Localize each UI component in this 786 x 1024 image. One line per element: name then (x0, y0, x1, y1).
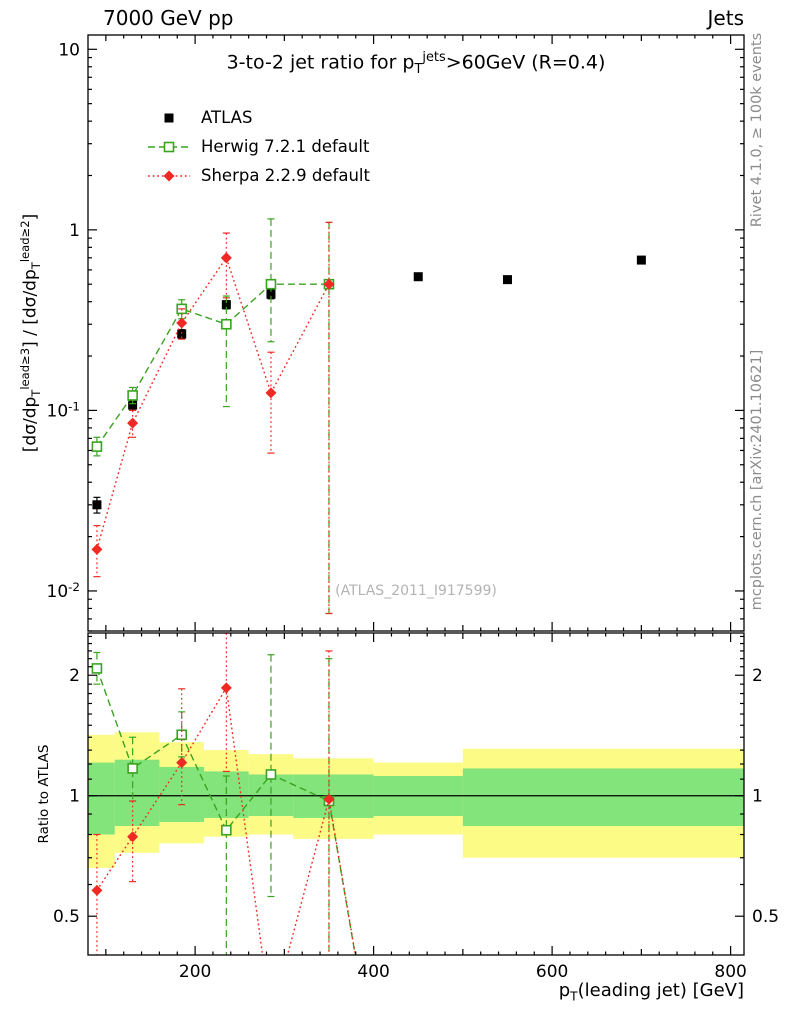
legend-label-herwig: Herwig 7.2.1 default (201, 137, 370, 156)
sherpa-marker-icon (148, 170, 190, 181)
ratio-y-axis-label: Ratio to ATLAS (36, 744, 52, 844)
x-axis-label: pT(leading jet) [GeV] (558, 980, 744, 1004)
legend-item-atlas: ATLAS (146, 103, 370, 132)
atlas-marker-icon (164, 113, 174, 122)
process-label: Jets (707, 6, 744, 30)
beam-energy-label: 7000 GeV pp (103, 6, 234, 30)
svg-text:2: 2 (752, 666, 763, 686)
plot-title: 3-to-2 jet ratio for pTjets>60GeV (R=0.4… (226, 50, 606, 78)
tick-marks (88, 35, 744, 955)
svg-text:400: 400 (357, 962, 389, 982)
herwig-marker-icon (148, 141, 190, 152)
series-atlas (92, 255, 646, 514)
svg-text:1: 1 (69, 221, 80, 241)
y-axis-label: [dσ/dpTlead≥3] / [dσ/dpTlead≥2] (18, 213, 44, 453)
series-herwig (91, 218, 335, 615)
svg-text:0.5: 0.5 (53, 907, 80, 927)
analysis-id-watermark: (ATLAS_2011_I917599) (335, 583, 497, 599)
svg-text:600: 600 (536, 962, 568, 982)
legend-label-sherpa: Sherpa 2.2.9 default (201, 166, 370, 185)
mcplots-credit-label: mcplots.cern.ch [arXiv:2401.10621] (749, 349, 765, 611)
legend: ATLAS Herwig 7.2.1 default Sherpa 2.2.9 … (146, 103, 370, 190)
legend-item-herwig: Herwig 7.2.1 default (146, 132, 370, 161)
svg-text:2: 2 (69, 666, 80, 686)
axes (87, 34, 745, 956)
legend-item-sherpa: Sherpa 2.2.9 default (146, 161, 370, 190)
svg-text:1: 1 (752, 787, 763, 807)
svg-text:10-2​: 10-2​ (47, 580, 81, 602)
svg-text:200: 200 (179, 962, 211, 982)
svg-text:10-1​: 10-1​ (47, 399, 81, 421)
svg-text:1: 1 (69, 787, 80, 807)
svg-text:800: 800 (714, 962, 746, 982)
rivet-version-label: Rivet 4.1.0, ≥ 100k events (749, 32, 765, 228)
series-sherpa (91, 633, 357, 955)
svg-text:10: 10 (58, 40, 80, 60)
uncertainty-bands (88, 732, 744, 868)
svg-text:0.5: 0.5 (752, 907, 779, 927)
legend-label-atlas: ATLAS (201, 108, 253, 127)
series-sherpa (91, 221, 335, 615)
